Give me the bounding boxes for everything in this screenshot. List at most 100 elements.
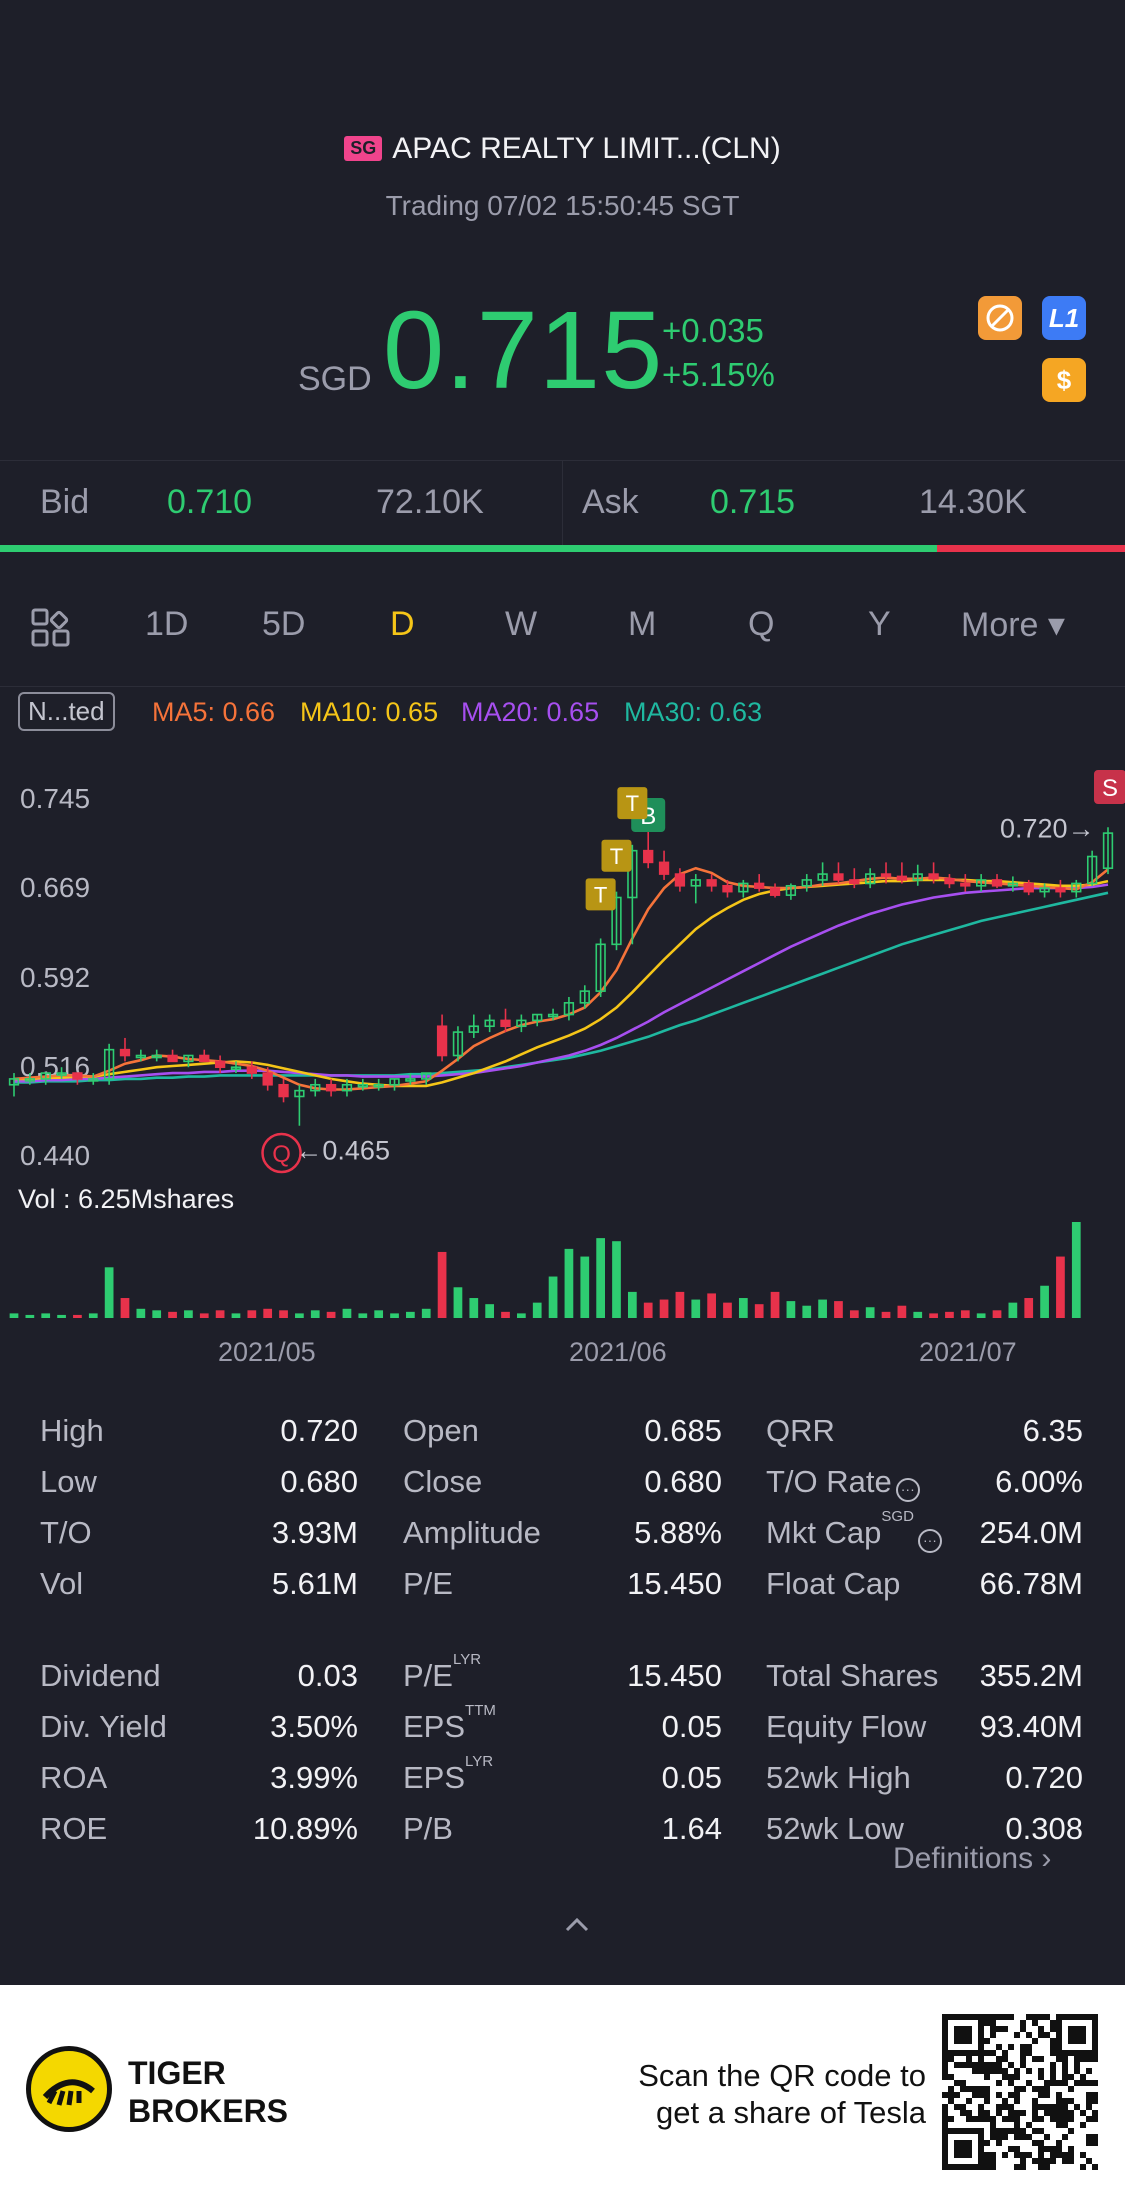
chart-layout-icon[interactable] <box>30 606 74 655</box>
tab-yearly[interactable]: Y <box>868 605 891 643</box>
stat-label-text: Dividend <box>40 1658 161 1693</box>
tab-5d[interactable]: 5D <box>262 605 306 643</box>
candle-body <box>24 1078 36 1082</box>
level1-icon[interactable]: L1 <box>1042 296 1086 340</box>
qr-module <box>1044 2080 1050 2086</box>
qr-module <box>996 2140 1002 2146</box>
dollar-icon[interactable]: $ <box>1042 358 1086 402</box>
candle <box>24 1073 36 1085</box>
qr-module <box>1002 2026 1008 2032</box>
qr-module <box>954 2140 972 2158</box>
candle-body <box>500 1019 511 1028</box>
qr-module <box>1062 2068 1068 2074</box>
qr-module <box>1086 2068 1092 2074</box>
qr-module <box>1008 2104 1014 2110</box>
stat-label: EPSLYR <box>403 1754 493 1793</box>
qr-module <box>1080 2122 1086 2128</box>
qr-module <box>1068 2152 1074 2158</box>
candle <box>1071 879 1082 898</box>
tip-marker <box>585 878 616 911</box>
tab-more[interactable]: More ▾ <box>961 606 1065 644</box>
definitions-link[interactable]: Definitions › <box>893 1842 1051 1876</box>
qr-module <box>1050 2026 1056 2032</box>
volume-bar <box>517 1313 526 1318</box>
candle-body <box>278 1083 289 1098</box>
qr-module <box>1032 2110 1038 2116</box>
stat-value: 3.93M <box>271 1515 358 1550</box>
qr-module <box>1026 2068 1032 2074</box>
qr-module <box>1014 2098 1020 2104</box>
candle <box>547 1008 559 1021</box>
qr-module <box>996 2068 1002 2074</box>
candle-body <box>294 1089 305 1098</box>
qr-module <box>1056 2104 1062 2110</box>
candle-body <box>817 873 828 881</box>
qr-module <box>948 2074 954 2080</box>
moving-average-lines <box>13 866 1109 1091</box>
candle-body <box>1055 887 1066 893</box>
tab-daily[interactable]: D <box>390 605 415 643</box>
stat-label-text: 52wk Low <box>766 1811 904 1846</box>
qr-module <box>1014 2074 1020 2080</box>
volume-bar <box>453 1287 463 1318</box>
definitions-label[interactable]: Definitions <box>893 1842 1034 1875</box>
volume-bar <box>770 1291 780 1318</box>
qr-module <box>960 2062 966 2068</box>
qr-module <box>1092 2134 1098 2140</box>
qr-module <box>1044 2104 1050 2110</box>
adjust-mode-button[interactable]: N...ted <box>18 692 115 731</box>
volume-bar <box>945 1311 954 1318</box>
candle-body <box>373 1083 384 1088</box>
market-badge: SG <box>344 136 383 161</box>
volume-bar <box>818 1299 827 1318</box>
qr-module <box>1002 2050 1008 2056</box>
qr-module <box>954 2104 960 2110</box>
candle-body <box>214 1060 226 1069</box>
qr-module <box>1050 2050 1056 2056</box>
candle-body <box>516 1019 527 1028</box>
qr-module <box>990 2026 996 2032</box>
qr-module <box>1002 2098 1008 2104</box>
x-tick-label: 2021/05 <box>218 1337 316 1367</box>
volume-bar <box>834 1301 843 1318</box>
stat-label-text: QRR <box>766 1413 835 1448</box>
tab-weekly[interactable]: W <box>505 605 538 643</box>
stat-value: 0.720 <box>1005 1760 1083 1795</box>
tab-monthly[interactable]: M <box>628 605 657 643</box>
info-icon[interactable]: ··· <box>917 1529 942 1553</box>
qr-module <box>984 2074 990 2080</box>
qr-module <box>1092 2098 1098 2104</box>
price-change-pct: +5.15% <box>662 356 775 393</box>
candle <box>1023 879 1034 896</box>
qr-module <box>1080 2080 1086 2086</box>
qr-module <box>1056 2098 1062 2104</box>
qr-module <box>1032 2086 1038 2092</box>
qr-module <box>1062 2134 1068 2140</box>
tip-marker-label: T <box>610 844 623 869</box>
candle-body <box>960 882 971 887</box>
candle <box>801 874 812 892</box>
candle <box>500 1008 511 1033</box>
ma20-line <box>14 883 1109 1083</box>
volume-bar <box>485 1304 495 1318</box>
qr-module <box>1032 2014 1038 2020</box>
qr-module <box>990 2158 996 2164</box>
qr-module <box>1008 2116 1014 2122</box>
info-icon[interactable]: ··· <box>895 1478 920 1502</box>
qr-module <box>984 2050 990 2056</box>
chevron-up-icon[interactable] <box>562 1910 592 1940</box>
volume-bar <box>723 1302 732 1318</box>
qr-module <box>990 2134 996 2140</box>
candle-body <box>246 1066 257 1074</box>
stat-label-text: 52wk High <box>766 1760 911 1795</box>
x-tick-label: 2021/06 <box>569 1337 667 1367</box>
no-margin-icon[interactable] <box>978 296 1022 340</box>
qr-module <box>960 2110 966 2116</box>
qr-module <box>1032 2098 1038 2104</box>
qr-module <box>1050 2074 1056 2080</box>
tab-quarterly[interactable]: Q <box>748 605 775 643</box>
stat-label-text: P/B <box>403 1811 453 1846</box>
volume-bar <box>754 1304 764 1318</box>
tab-1d[interactable]: 1D <box>145 605 189 643</box>
